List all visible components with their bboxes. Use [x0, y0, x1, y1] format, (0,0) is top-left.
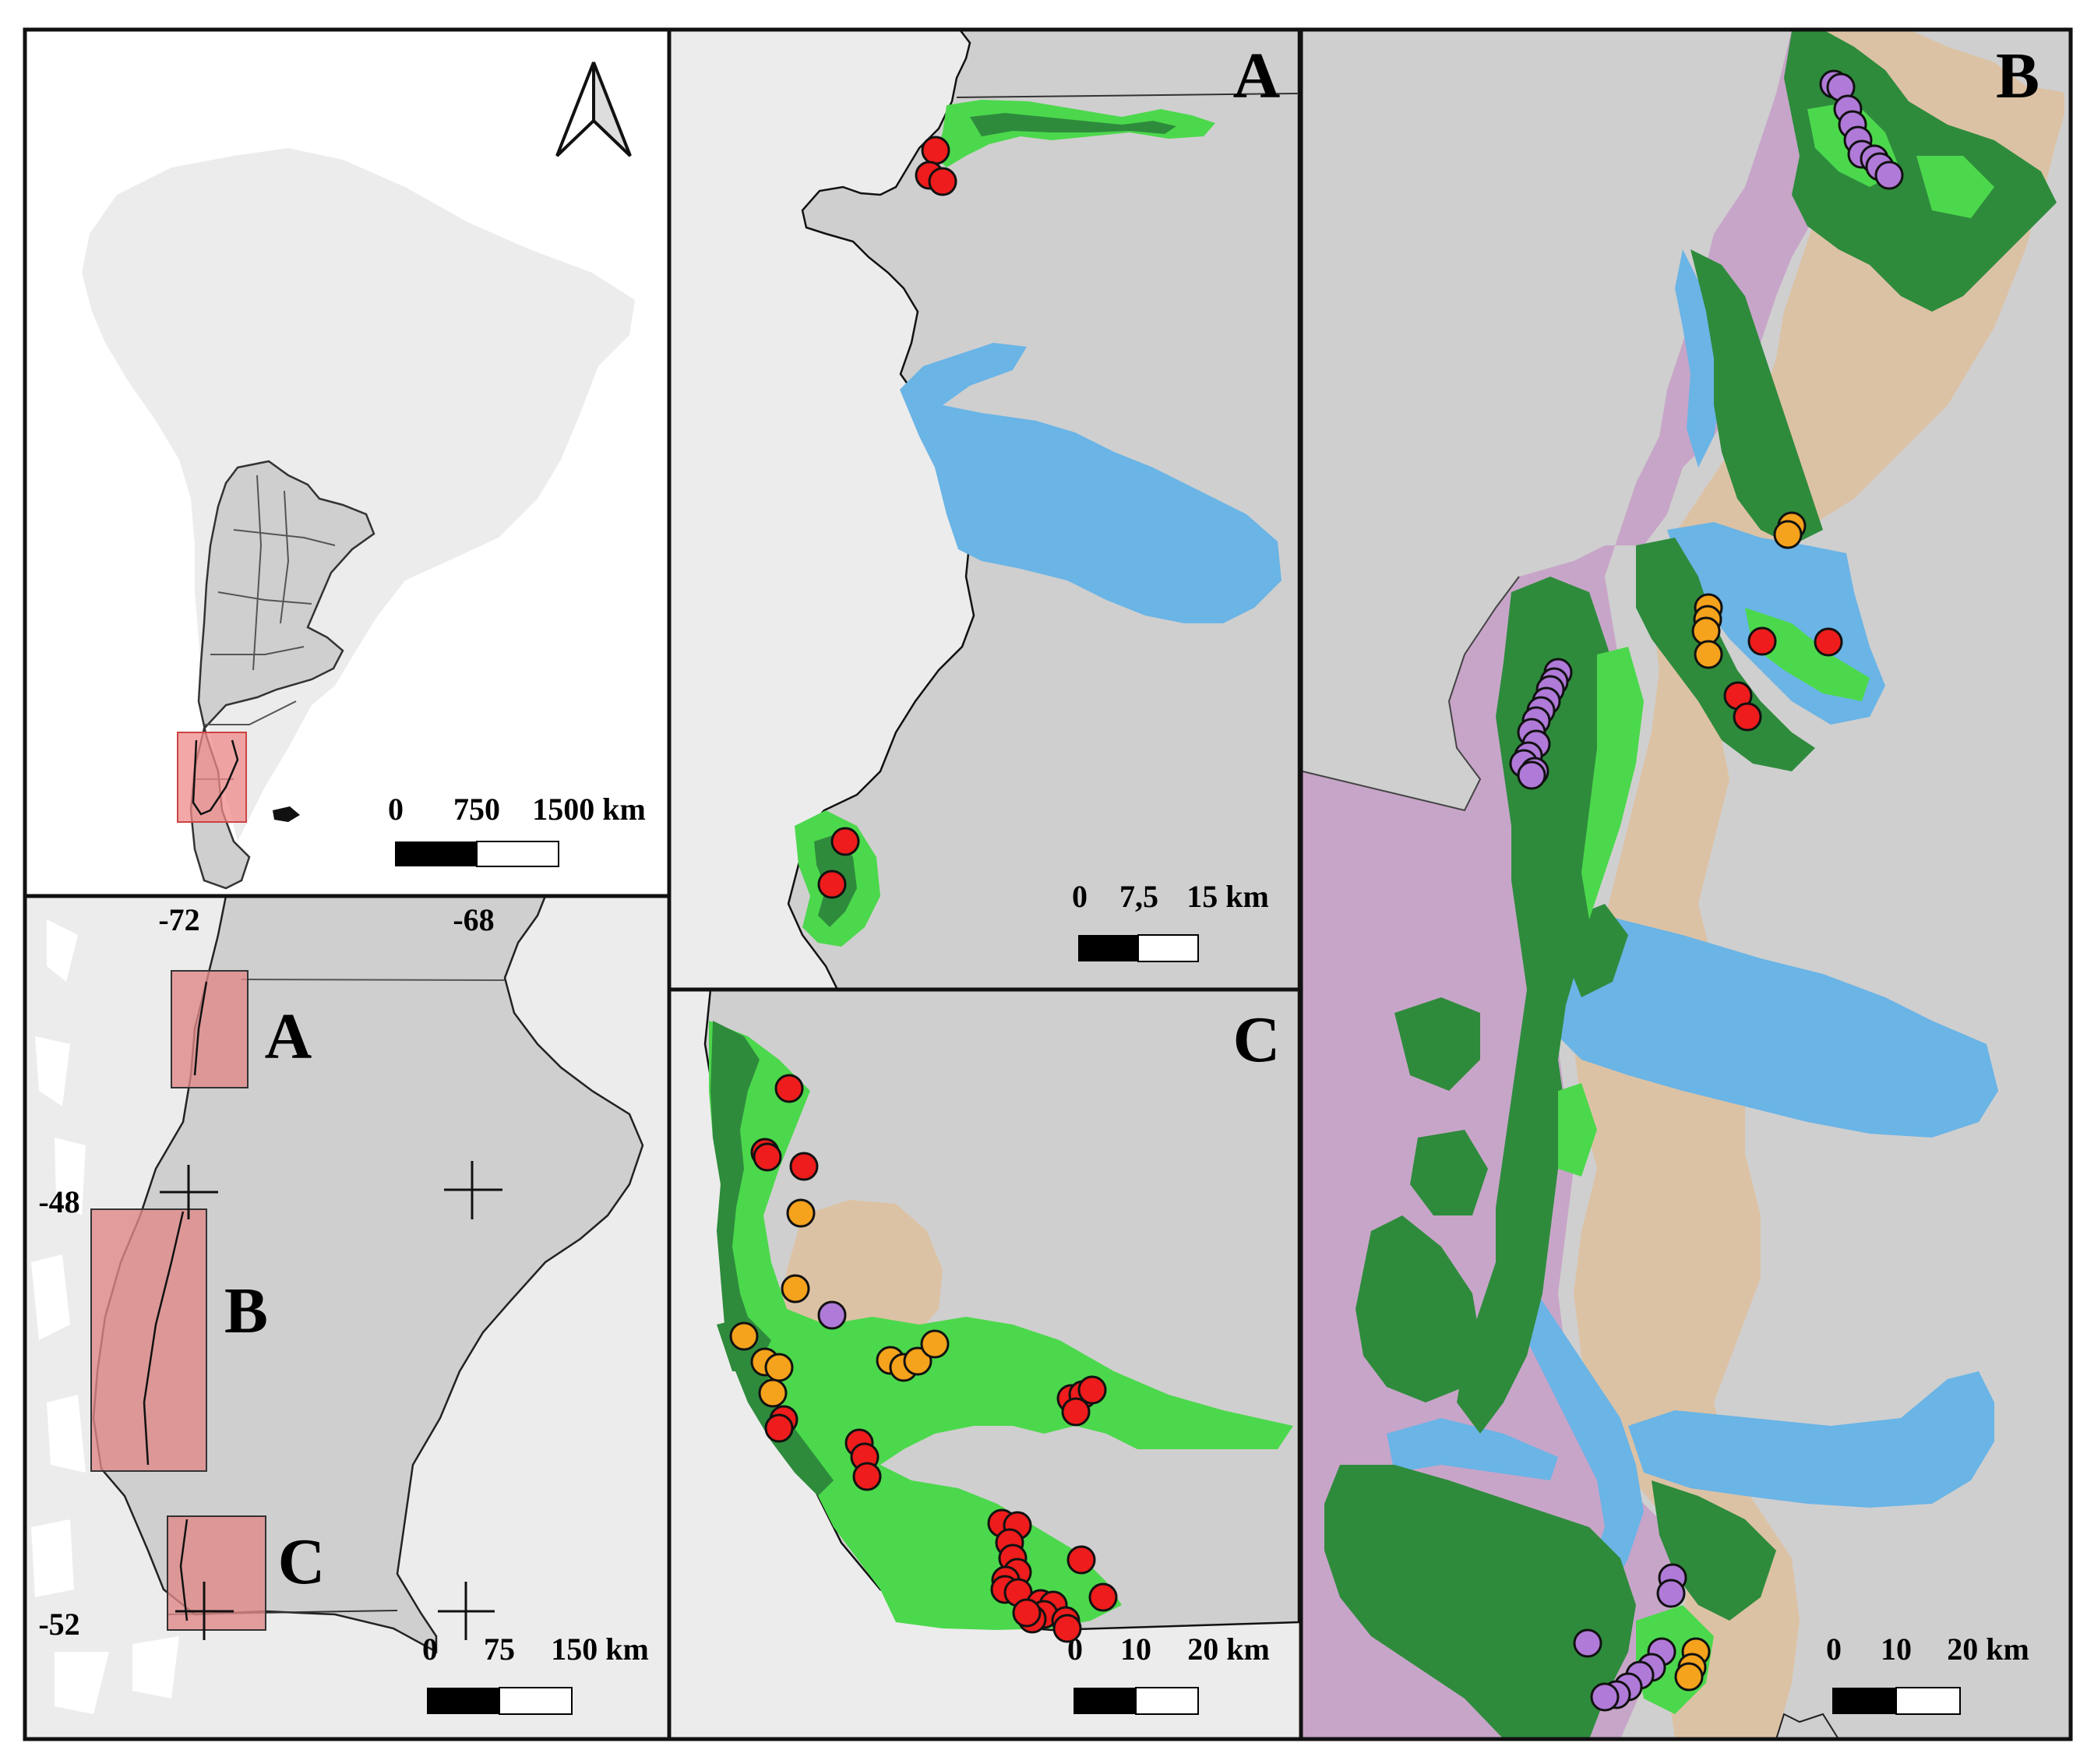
occurrence-point-purple — [1590, 1682, 1620, 1712]
panel-b-coast-south — [1775, 1713, 1839, 1740]
panel-a-points — [817, 136, 957, 899]
overview-scale-label-0: 0 — [388, 792, 404, 827]
occurrence-point-purple — [1874, 161, 1904, 190]
locator-scale-bar: 0 75 150 km — [422, 1632, 649, 1715]
panel-a-label: A — [1233, 40, 1281, 112]
panel-b: B 0 10 20 km — [1302, 30, 2071, 1740]
occurrence-point-red — [1077, 1375, 1107, 1405]
overview-scale-label-2: 1500 km — [532, 792, 646, 827]
occurrence-point-red — [928, 167, 957, 196]
panel-c-scale-bar: 0 10 20 km — [1067, 1632, 1270, 1715]
panel-a-lake — [900, 343, 1282, 623]
panel-a-scale-label-2: 15 km — [1186, 879, 1269, 914]
panel-a-scale-label-1: 7,5 — [1119, 879, 1158, 914]
graticule-crosses — [160, 1161, 502, 1640]
falkland-islands — [273, 806, 300, 822]
panel-a: A 0 7,5 15 km — [672, 28, 1300, 991]
province-border-north — [241, 979, 506, 981]
panel-c-label: C — [1233, 1004, 1281, 1076]
occurrence-point-red — [830, 827, 860, 856]
occurrence-point-orange — [1694, 640, 1723, 669]
occurrence-point-purple — [1656, 1579, 1686, 1608]
panel-a-forest-north — [935, 100, 1215, 168]
occurrence-point-orange — [758, 1378, 788, 1408]
occurrence-point-orange — [1773, 520, 1803, 549]
locator-box-b — [90, 1208, 207, 1472]
occurrence-point-red — [1052, 1614, 1082, 1643]
occurrence-point-red — [1747, 626, 1777, 656]
lon-label-72: -72 — [158, 902, 199, 937]
panel-b-scale-label-0: 0 — [1826, 1632, 1842, 1667]
locator-scale-label-1: 75 — [484, 1632, 515, 1667]
occurrence-point-purple — [817, 1300, 847, 1330]
lat-label-48: -48 — [38, 1184, 79, 1219]
locator-label-b: B — [224, 1275, 268, 1347]
occurrence-point-orange — [1674, 1662, 1704, 1692]
occurrence-point-orange — [786, 1198, 816, 1228]
occurrence-point-orange — [903, 1346, 932, 1376]
panel-b-scale-label-1: 10 — [1881, 1632, 1912, 1667]
north-arrow-icon — [555, 62, 632, 157]
occurrence-point-red — [774, 1074, 804, 1103]
occurrence-point-red — [1012, 1598, 1042, 1628]
panel-c-points — [729, 1074, 1118, 1643]
lat-label-52: -52 — [38, 1607, 79, 1642]
occurrence-point-orange — [920, 1329, 950, 1359]
occurrence-point-red — [1814, 627, 1843, 657]
locator-label-c: C — [278, 1526, 326, 1598]
panel-a-scale-label-0: 0 — [1072, 879, 1088, 914]
locator-panel: -72 -68 -48 -52 A B C 0 75 150 km — [25, 894, 667, 1739]
locator-box-a — [171, 970, 249, 1088]
occurrence-point-orange — [781, 1274, 810, 1304]
occurrence-point-red — [921, 136, 950, 165]
locator-scale-label-0: 0 — [422, 1632, 438, 1667]
occurrence-point-red — [852, 1462, 882, 1491]
overview-panel: 0 750 1500 km — [25, 30, 667, 896]
argentina — [189, 460, 375, 890]
occurrence-point-red — [789, 1152, 819, 1181]
panel-b-scale-bar: 0 10 20 km — [1826, 1632, 2029, 1715]
panel-b-border-line — [1302, 576, 1520, 812]
study-area-coastline — [192, 739, 239, 816]
occurrence-point-red — [764, 1413, 794, 1443]
panel-c-scale-label-2: 20 km — [1187, 1632, 1270, 1667]
occurrence-point-red — [1061, 1397, 1091, 1427]
panel-b-scale-label-2: 20 km — [1947, 1632, 2029, 1667]
occurrence-point-purple — [1573, 1628, 1602, 1658]
overview-scale-label-1: 750 — [453, 792, 500, 827]
lon-label-68: -68 — [453, 902, 494, 937]
panel-b-gray-land-east — [1761, 30, 2071, 1739]
occurrence-point-orange — [729, 1321, 759, 1351]
panel-b-label: B — [1996, 40, 2040, 112]
border-line-in-boxes — [143, 981, 208, 1621]
panel-frames — [23, 27, 2073, 1741]
chile-islands — [31, 919, 179, 1714]
panel-c: C 0 10 20 km — [672, 988, 1300, 1739]
panel-c-scale-label-1: 10 — [1120, 1632, 1151, 1667]
occurrence-point-orange — [764, 1353, 794, 1382]
panel-a-scale-bar: 0 7,5 15 km — [1072, 879, 1269, 962]
panel-b-points — [1509, 69, 1904, 1712]
occurrence-point-purple — [1517, 760, 1546, 790]
occurrence-point-red — [1066, 1545, 1096, 1575]
occurrence-point-red — [1088, 1582, 1118, 1612]
panel-a-border-line — [956, 93, 1299, 98]
locator-scale-label-2: 150 km — [551, 1632, 649, 1667]
occurrence-point-red — [817, 870, 847, 899]
locator-label-a: A — [265, 1000, 312, 1073]
overview-scale-bar: 0 750 1500 km — [388, 792, 646, 867]
occurrence-point-red — [1733, 702, 1762, 732]
occurrence-point-red — [753, 1142, 782, 1172]
panel-b-zone-tan — [1574, 30, 2064, 1739]
